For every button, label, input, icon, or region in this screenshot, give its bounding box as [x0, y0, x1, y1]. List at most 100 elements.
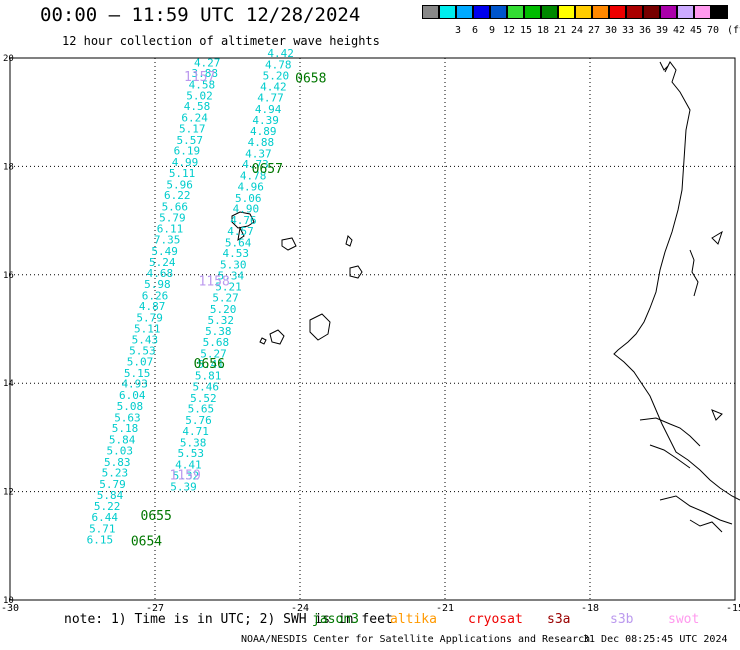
pass-time-label: 0655	[141, 509, 172, 524]
wave-height-points: 4.273.884.585.024.586.245.175.576.194.99…	[87, 47, 294, 546]
lat-tick-label: 12	[3, 488, 14, 498]
wave-height-label: 5.79	[136, 312, 163, 325]
wave-height-label: 4.93	[121, 378, 148, 391]
page-subtitle: 12 hour collection of altimeter wave hei…	[62, 34, 380, 48]
scale-tick-label: 12	[502, 25, 516, 36]
lon-tick-label: -18	[581, 603, 599, 614]
lon-tick-label: -15	[726, 603, 740, 614]
wave-height-label: 7.35	[154, 234, 181, 247]
legend-item-cryosat: cryosat	[468, 612, 523, 627]
wave-height-label: 5.79	[99, 478, 126, 491]
scale-swatch	[490, 5, 507, 19]
wave-height-label: 5.49	[151, 245, 178, 258]
legend-item-altika: altika	[390, 612, 437, 627]
wave-height-label: 5.96	[166, 178, 193, 191]
wave-height-label: 5.21	[215, 281, 242, 294]
pass-time-labels: 1157 1158 1159 0658 0657 0656 0655 0654	[131, 70, 327, 549]
lat-tick-label: 10	[3, 596, 14, 606]
scale-tick-label: 36	[638, 25, 652, 36]
scale-tick-label: 30	[604, 25, 618, 36]
wave-height-label: 5.38	[205, 325, 232, 338]
wave-height-label: 4.58	[184, 100, 211, 113]
pass-time-label: 1157	[184, 70, 215, 85]
wave-height-label: 6.15	[87, 533, 114, 546]
pass-time-label: 1158	[199, 274, 230, 289]
wave-height-label: 5.30	[220, 259, 247, 272]
wave-height-label: 5.46	[193, 380, 220, 393]
scale-swatch	[677, 5, 694, 19]
wave-height-label: 5.43	[132, 333, 159, 346]
legend-item-swot: swot	[668, 612, 700, 627]
pass-time-label: 0657	[252, 162, 283, 177]
wave-height-label: 4.53	[222, 247, 249, 260]
wave-height-label: 5.03	[106, 444, 133, 457]
wave-height-label: 5.17	[179, 122, 206, 135]
wave-height-label: 5.24	[149, 256, 176, 269]
legend-item-jason3: jason3	[312, 612, 359, 627]
wave-height-label: 5.63	[114, 411, 141, 424]
wave-height-label: 4.76	[230, 214, 257, 227]
wave-height-label: 6.19	[174, 145, 201, 158]
scale-swatch	[626, 5, 643, 19]
wave-height-label: 5.57	[177, 134, 204, 147]
lat-tick-label: 20	[3, 54, 14, 64]
wave-height-label: 5.27	[212, 292, 239, 305]
wave-height-label: 5.38	[180, 436, 207, 449]
lat-tick-label: 16	[3, 271, 14, 281]
wave-height-label: 4.77	[257, 92, 284, 105]
wave-height-label: 5.11	[169, 167, 196, 180]
wave-height-label: 5.20	[210, 303, 237, 316]
wave-height-label: 5.15	[124, 367, 151, 380]
wave-height-label: 6.24	[181, 112, 208, 125]
wave-height-label: 5.81	[195, 370, 222, 383]
wave-height-label: 6.44	[91, 511, 118, 524]
wave-height-label: 5.53	[178, 447, 205, 460]
wave-height-label: 5.07	[127, 356, 154, 369]
wave-height-label: 4.94	[255, 103, 282, 116]
scale-swatch	[439, 5, 456, 19]
wave-height-label: 5.68	[203, 336, 230, 349]
wave-height-label: 5.39	[170, 481, 197, 494]
lat-tick-label: 14	[3, 379, 14, 389]
map-frame	[9, 57, 736, 601]
wave-height-label: 5.22	[94, 500, 121, 513]
wave-height-label: 5.84	[109, 434, 136, 447]
scale-swatch	[473, 5, 490, 19]
wave-height-label: 4.27	[194, 56, 221, 69]
scale-swatch	[541, 5, 558, 19]
wave-height-label: 5.53	[129, 345, 156, 358]
wave-height-label: 4.37	[245, 147, 272, 160]
scale-swatch	[422, 5, 439, 19]
wave-height-label: 5.79	[159, 211, 186, 224]
wave-height-label: 4.78	[265, 59, 292, 72]
scale-tick-label: 33	[621, 25, 635, 36]
scale-tick-label: 39	[655, 25, 669, 36]
wave-height-label: 4.42	[260, 81, 287, 94]
wave-height-label: 4.78	[240, 170, 267, 183]
scale-tick-label: 42	[672, 25, 686, 36]
wave-height-label: 5.83	[104, 456, 131, 469]
page-title: 00:00 — 11:59 UTC 12/28/2024	[40, 4, 361, 26]
wave-height-label: 5.66	[162, 201, 189, 214]
wave-height-label: 4.73	[242, 158, 269, 171]
wave-height-label: 4.71	[182, 425, 209, 438]
wave-height-label: 5.52	[190, 392, 217, 405]
pass-time-label: 0656	[194, 357, 225, 372]
wave-height-label: 5.64	[225, 236, 252, 249]
wave-height-label: 5.23	[102, 467, 129, 480]
scale-tick-label: 70	[706, 25, 720, 36]
wave-height-label: 4.57	[227, 225, 254, 238]
wave-height-label: 4.68	[147, 267, 174, 280]
wave-height-label: 4.58	[189, 79, 216, 92]
wave-height-label: 6.11	[157, 223, 184, 236]
wave-height-label: 5.34	[218, 269, 245, 282]
wave-height-label: 4.90	[233, 203, 260, 216]
lon-tick-label: -30	[1, 603, 19, 614]
wave-height-label: 4.42	[267, 47, 294, 60]
scale-tick-label: 15	[519, 25, 533, 36]
timestamp: 31 Dec 08:25:45 UTC 2024	[583, 634, 728, 645]
wave-height-label: 4.89	[250, 125, 277, 138]
scale-swatch	[660, 5, 677, 19]
axis-tick-labels: -30 -27 -24 -21 -18 -15 20 18 16 14 12 10	[1, 54, 740, 614]
wave-height-label: 5.76	[185, 414, 212, 427]
